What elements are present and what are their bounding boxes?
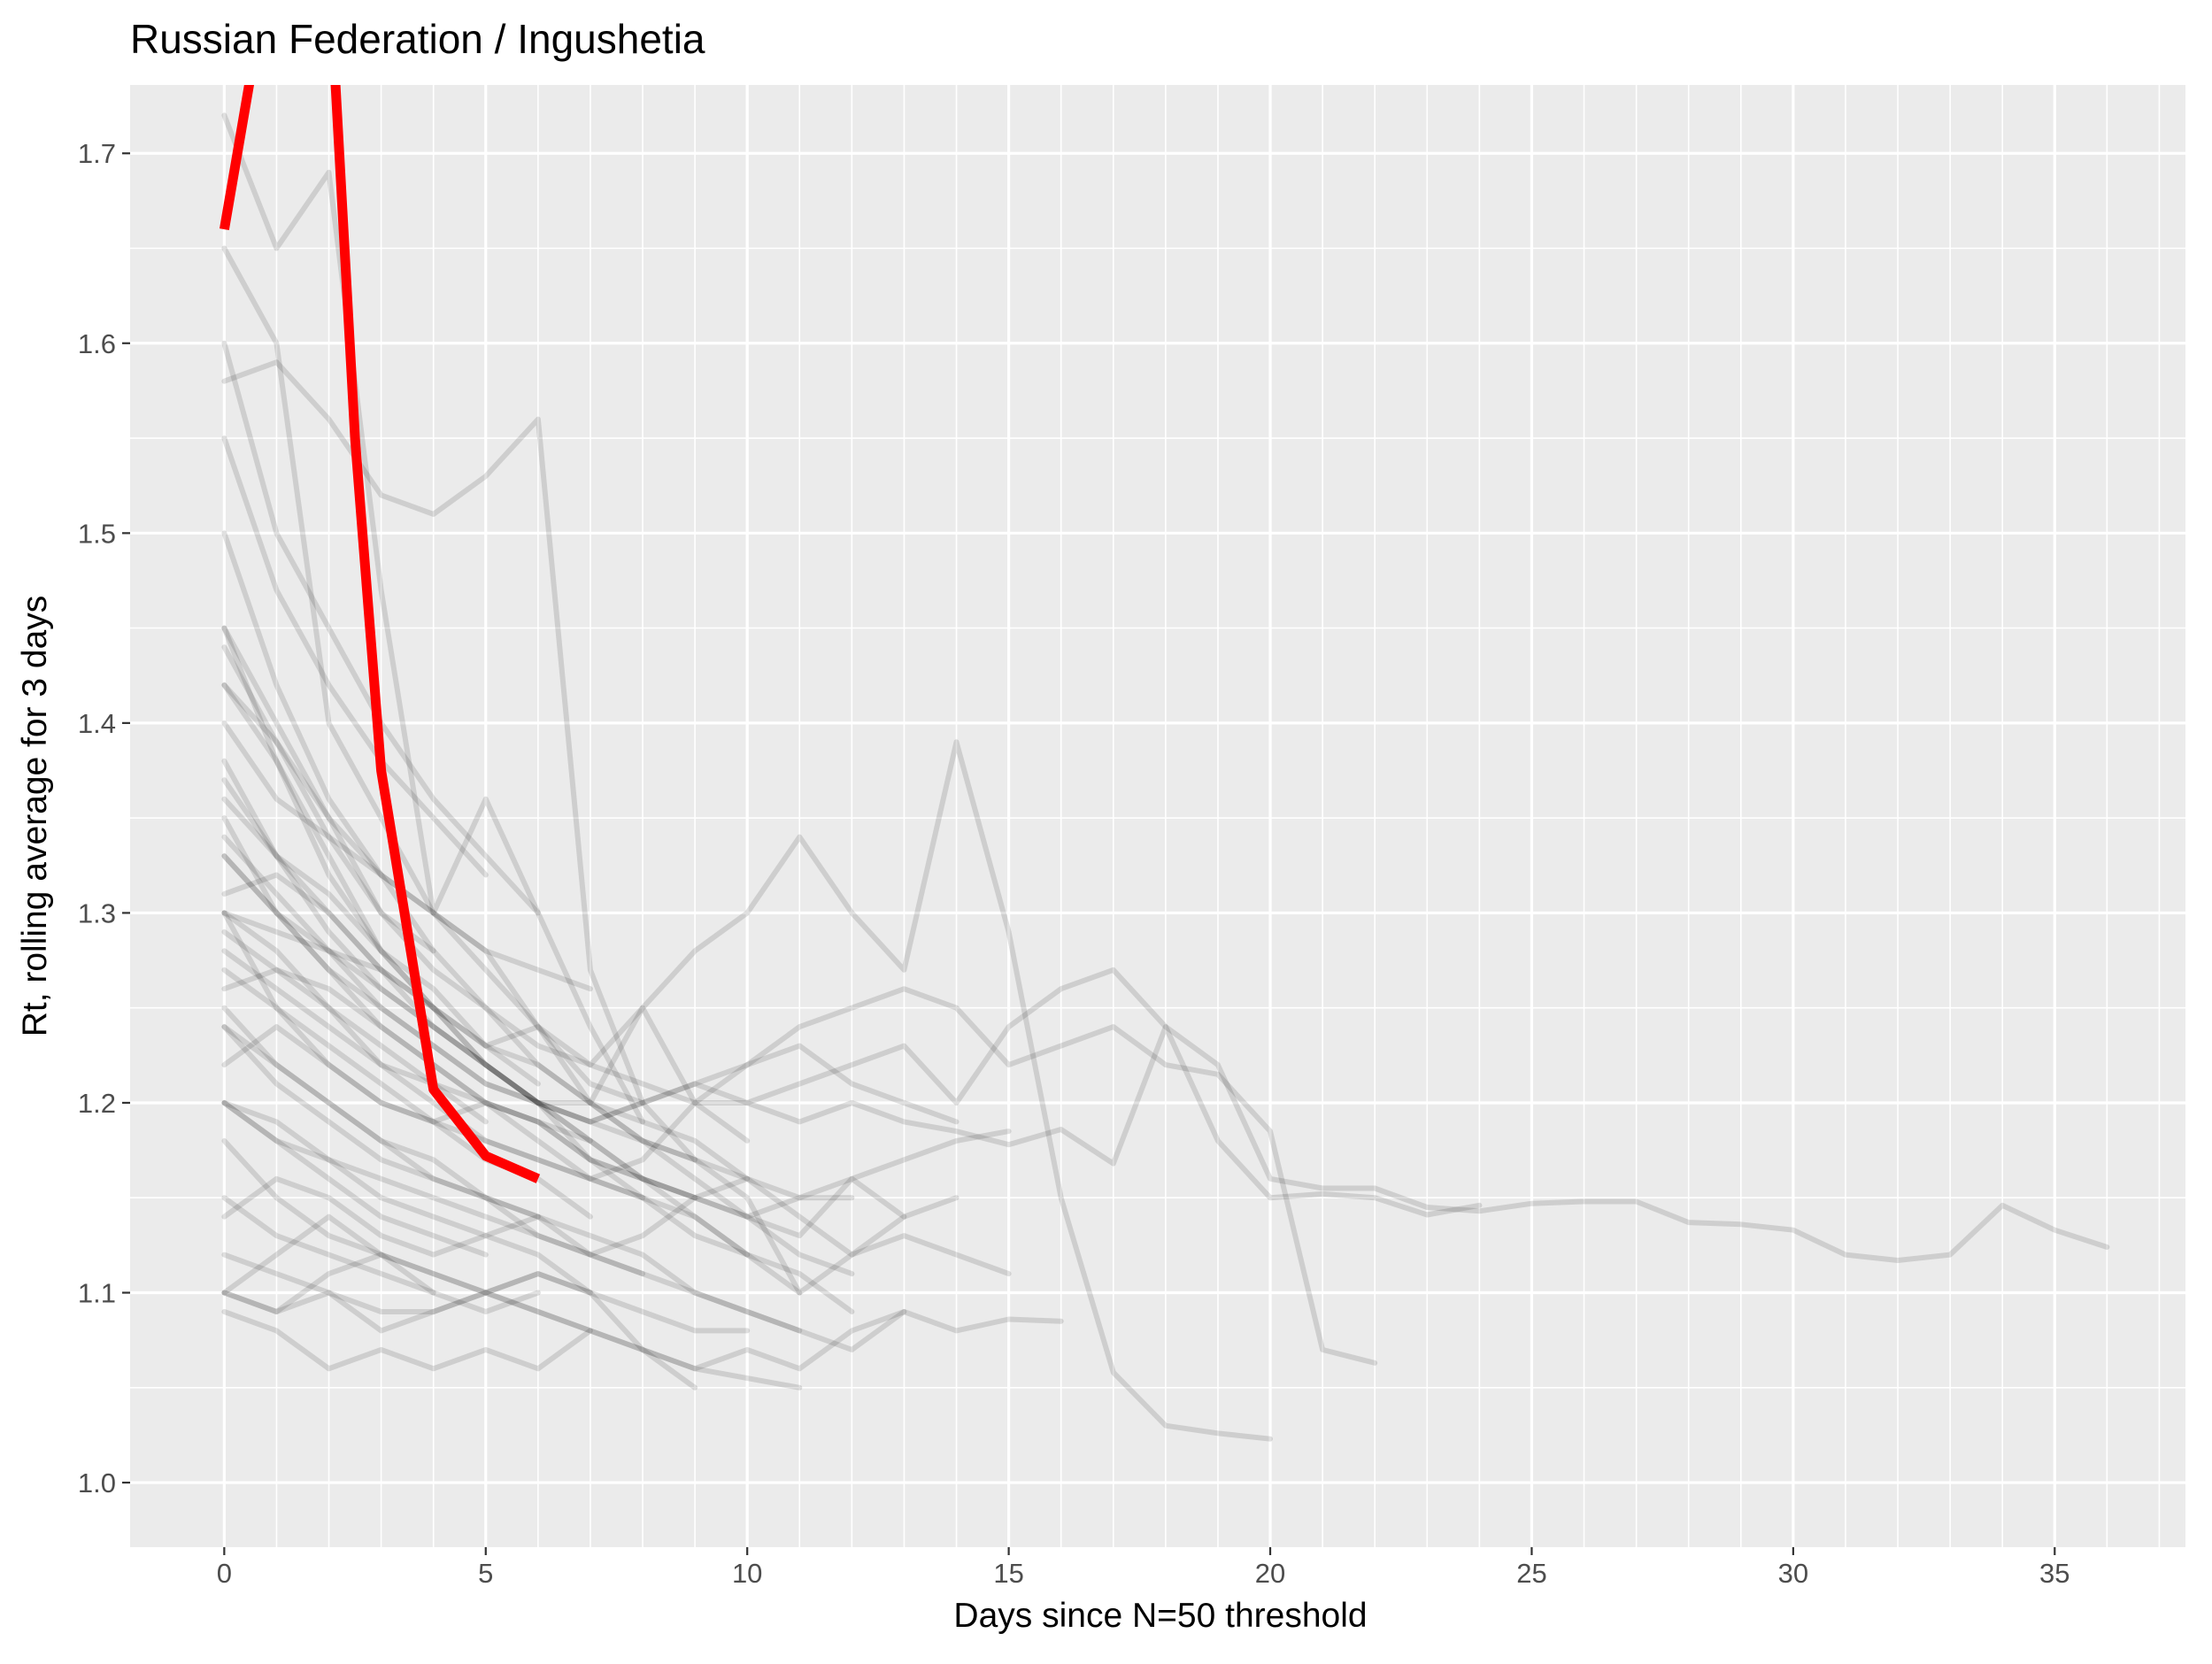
background-series-line: [221, 1252, 751, 1334]
x-tick-label: 5: [478, 1558, 493, 1589]
y-axis-ticks: 1.0 1.1 1.2 1.3 1.4 1.5 1.6 1.7: [78, 138, 130, 1498]
x-tick-label: 10: [732, 1558, 762, 1589]
background-series-line: [221, 530, 593, 992]
x-tick-label: 20: [1255, 1558, 1285, 1589]
background-series-line: [221, 1005, 1064, 1352]
y-tick-label: 1.0: [78, 1468, 116, 1498]
background-series-line: [221, 112, 645, 1125]
background-series-line: [221, 644, 855, 1201]
background-series-line: [221, 1309, 698, 1391]
y-tick-label: 1.3: [78, 897, 116, 928]
background-series-line: [221, 1024, 645, 1201]
background-series-line: [221, 1271, 907, 1372]
background-series-line: [221, 872, 751, 1144]
x-axis-title: Days since N=50 threshold: [953, 1597, 1367, 1635]
background-series-line: [221, 1100, 489, 1258]
background-series-line: [221, 928, 489, 1125]
background-series-line: [221, 1024, 803, 1334]
background-series-line: [221, 910, 855, 1314]
background-series-line: [221, 910, 1378, 1366]
background-series-line: [221, 1100, 1012, 1277]
background-series-line: [221, 1195, 541, 1314]
grid-major: [130, 85, 2185, 1547]
background-series-line: [221, 1100, 593, 1296]
highlight-series-line: [219, 85, 541, 1183]
background-series-line: [221, 359, 907, 1296]
background-series-line: [221, 853, 593, 1144]
background-series-line: [221, 910, 751, 1182]
y-tick-label: 1.6: [78, 328, 116, 359]
background-series-group: [221, 112, 2110, 1442]
background-series-line: [221, 1137, 803, 1391]
background-series-line: [221, 625, 698, 1163]
background-series-line: [221, 1024, 541, 1220]
background-series-line: [221, 758, 960, 1220]
y-tick-label: 1.2: [78, 1088, 116, 1119]
background-series-line: [221, 245, 855, 1277]
background-series-line: [221, 1175, 645, 1277]
background-series-line: [221, 796, 541, 1087]
background-series-line: [221, 967, 698, 1201]
background-series-line: [221, 625, 2110, 1263]
chart-title: Russian Federation / Ingushetia: [130, 16, 705, 62]
background-series-line: [221, 834, 960, 1125]
background-series-line: [221, 435, 489, 878]
x-tick-label: 0: [217, 1558, 232, 1589]
background-series-line: [221, 682, 803, 1296]
x-tick-label: 30: [1778, 1558, 1808, 1589]
background-series-line: [221, 853, 1483, 1218]
x-tick-label: 25: [1516, 1558, 1546, 1589]
x-tick-label: 35: [2039, 1558, 2069, 1589]
y-axis-title: Rt, rolling average for 3 days: [16, 596, 54, 1037]
x-tick-label: 15: [993, 1558, 1023, 1589]
background-series-line: [221, 720, 645, 1105]
plot-panel: [130, 85, 2185, 1547]
x-axis-ticks: 0 5 10 15 20 25 30 35: [217, 1547, 2070, 1589]
background-series-line: [221, 948, 1012, 1239]
background-series-line: [221, 739, 1273, 1442]
grid-minor: [130, 85, 2185, 1547]
background-series-line: [221, 777, 751, 1258]
y-tick-label: 1.4: [78, 708, 116, 739]
background-series-line: [221, 1252, 436, 1314]
background-series-line: [221, 1213, 593, 1334]
y-tick-label: 1.7: [78, 138, 116, 169]
y-tick-label: 1.1: [78, 1278, 116, 1309]
highlight-series-group: [219, 85, 541, 1183]
y-tick-label: 1.5: [78, 518, 116, 549]
